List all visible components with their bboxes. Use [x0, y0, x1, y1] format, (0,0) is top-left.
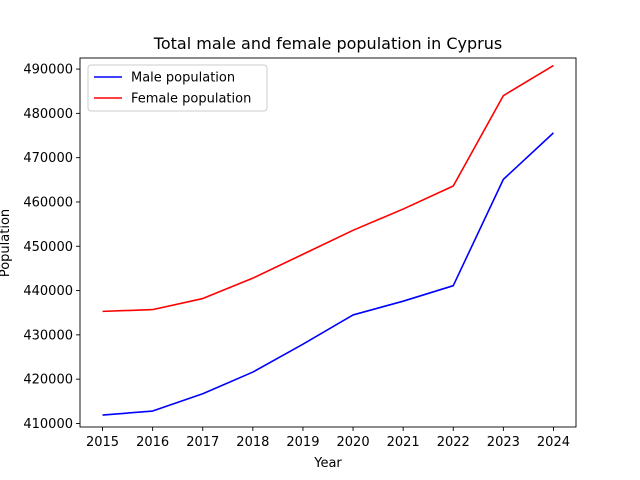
y-tick-label: 470000	[23, 151, 73, 166]
y-tick-label: 450000	[23, 240, 73, 255]
y-tick-label: 490000	[23, 63, 73, 78]
x-tick-label: 2024	[537, 435, 570, 450]
y-axis-label: Population	[0, 209, 13, 277]
x-tick-label: 2015	[86, 435, 119, 450]
series-line-male	[102, 132, 554, 416]
legend-box	[87, 64, 268, 112]
legend: Male population Female population	[87, 64, 268, 112]
x-tick-label: 2019	[286, 435, 319, 450]
x-tick-label: 2018	[236, 435, 269, 450]
x-tick-label: 2021	[387, 435, 420, 450]
x-tick-label: 2022	[437, 435, 470, 450]
plot-frame	[79, 57, 577, 428]
y-tick-label: 480000	[23, 107, 73, 122]
chart-title: Total male and female population in Cypr…	[153, 34, 502, 53]
series-line-female	[102, 64, 554, 313]
y-tick-label: 410000	[23, 417, 73, 432]
x-tick-label: 2023	[487, 435, 520, 450]
y-tick-label: 460000	[23, 195, 73, 210]
y-tick-label: 440000	[23, 284, 73, 299]
y-tick-label: 420000	[23, 373, 73, 388]
legend-label-female: Female population	[131, 92, 251, 107]
x-tick-label: 2020	[337, 435, 370, 450]
y-tick-label: 430000	[23, 328, 73, 343]
x-tick-label: 2017	[186, 435, 219, 450]
x-axis-label: Year	[313, 456, 342, 471]
legend-label-male: Male population	[131, 71, 235, 86]
x-tick-label: 2016	[136, 435, 169, 450]
plot-area: 2015 2016 2017 2018 2019 2020 2021 2022 2023 2024…	[23, 57, 577, 450]
